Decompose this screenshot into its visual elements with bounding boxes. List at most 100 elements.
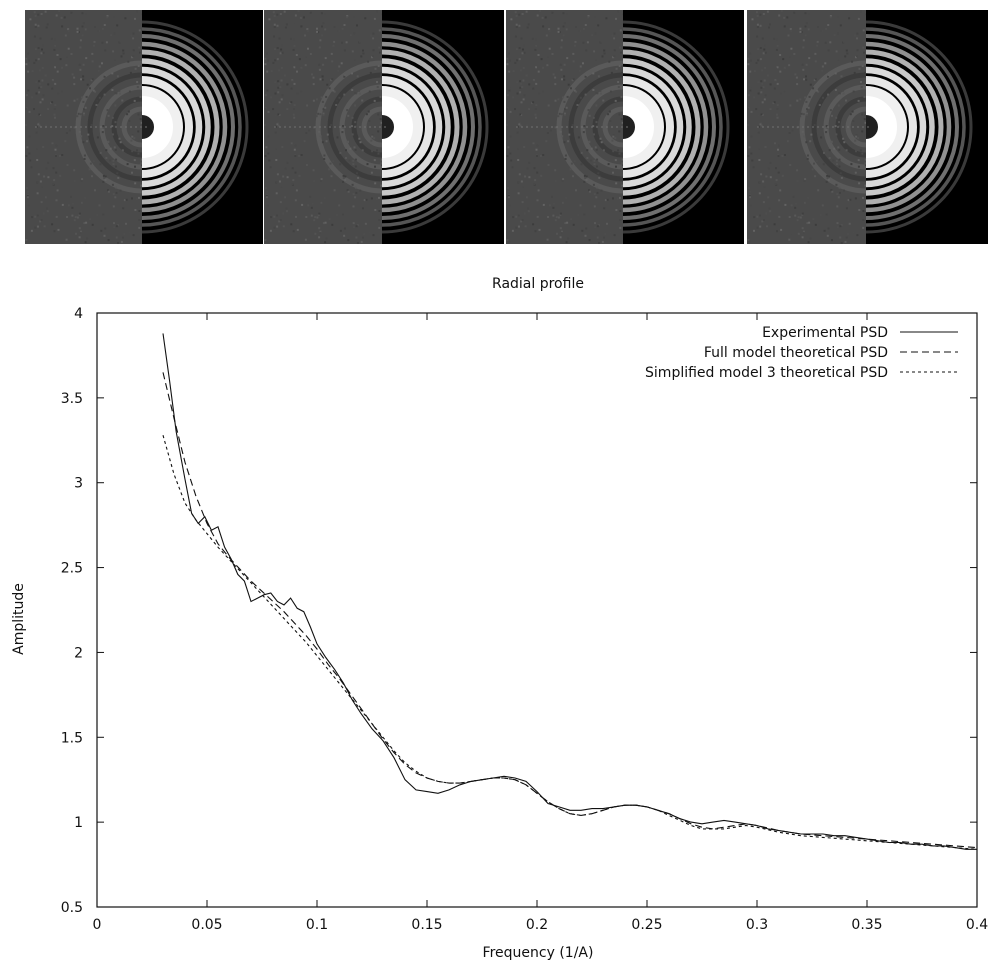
noise-speckle	[534, 113, 537, 116]
noise-speckle	[599, 137, 602, 140]
noise-speckle	[831, 114, 833, 117]
noise-speckle	[842, 137, 845, 140]
noise-speckle	[554, 219, 557, 222]
noise-speckle	[845, 149, 848, 152]
noise-speckle	[341, 131, 344, 134]
noise-speckle	[276, 173, 279, 176]
noise-speckle	[278, 82, 281, 85]
noise-speckle	[353, 146, 356, 149]
noise-speckle	[804, 34, 807, 37]
noise-speckle	[856, 49, 859, 52]
noise-speckle	[575, 189, 577, 192]
noise-speckle	[328, 87, 331, 90]
noise-speckle	[854, 171, 857, 174]
noise-speckle	[141, 208, 142, 211]
noise-speckle	[343, 24, 346, 26]
noise-speckle	[837, 104, 840, 107]
noise-speckle	[359, 40, 361, 43]
noise-speckle	[132, 49, 135, 52]
noise-speckle	[583, 213, 586, 216]
noise-speckle	[510, 159, 513, 162]
noise-speckle	[755, 61, 758, 64]
noise-speckle	[852, 120, 855, 123]
noise-speckle	[128, 120, 131, 123]
noise-speckle	[317, 214, 320, 217]
noise-speckle	[272, 61, 275, 64]
noise-speckle	[138, 219, 141, 222]
noise-speckle	[612, 197, 614, 200]
noise-speckle	[811, 168, 814, 171]
noise-speckle	[593, 133, 595, 136]
noise-speckle	[526, 26, 529, 29]
noise-speckle	[319, 231, 322, 234]
noise-speckle	[64, 34, 67, 37]
noise-speckle	[47, 161, 50, 164]
noise-speckle	[313, 180, 316, 183]
noise-speckle	[108, 159, 111, 162]
noise-speckle	[134, 165, 136, 168]
noise-speckle	[794, 73, 797, 76]
noise-speckle	[114, 196, 117, 199]
noise-speckle	[834, 72, 837, 75]
noise-speckle	[38, 69, 41, 72]
noise-speckle	[86, 83, 89, 86]
noise-speckle	[598, 176, 601, 179]
noise-speckle	[590, 84, 593, 87]
noise-speckle	[534, 38, 537, 41]
noise-speckle	[861, 152, 864, 155]
noise-speckle	[314, 216, 317, 219]
noise-speckle	[296, 70, 298, 73]
noise-speckle	[519, 86, 522, 89]
noise-speckle	[76, 30, 79, 33]
noise-speckle	[42, 146, 45, 148]
noise-speckle	[586, 149, 589, 152]
noise-speckle	[352, 159, 355, 162]
noise-speckle	[794, 206, 797, 209]
noise-speckle	[579, 30, 581, 33]
noise-speckle	[801, 130, 804, 133]
noise-speckle	[351, 133, 354, 136]
noise-speckle	[85, 221, 88, 224]
noise-speckle	[759, 225, 762, 228]
noise-speckle	[318, 227, 321, 230]
noise-speckle	[267, 59, 270, 62]
noise-speckle	[341, 213, 344, 216]
noise-speckle	[758, 181, 761, 184]
noise-speckle	[750, 152, 753, 155]
psd-ring	[382, 58, 451, 196]
noise-speckle	[366, 163, 369, 166]
noise-speckle	[776, 21, 778, 24]
noise-speckle	[134, 209, 137, 211]
noise-speckle	[124, 17, 127, 20]
noise-speckle	[83, 154, 86, 157]
noise-speckle	[596, 165, 598, 168]
noise-speckle	[536, 171, 539, 174]
noise-speckle	[336, 99, 338, 102]
noise-speckle	[372, 37, 375, 40]
noise-speckle	[816, 44, 819, 47]
noise-speckle	[111, 183, 114, 186]
noise-speckle	[776, 38, 779, 41]
noise-speckle	[93, 26, 96, 28]
noise-speckle	[264, 57, 267, 60]
noise-speckle	[312, 76, 315, 79]
noise-speckle	[861, 130, 864, 133]
psd-ring	[142, 76, 193, 178]
noise-speckle	[775, 48, 778, 51]
noise-speckle	[115, 165, 117, 168]
noise-speckle	[360, 240, 363, 243]
noise-speckle	[304, 64, 307, 67]
noise-speckle	[860, 81, 862, 83]
noise-speckle	[56, 189, 59, 192]
noise-speckle	[300, 90, 303, 93]
noise-speckle	[830, 189, 833, 192]
noise-speckle	[283, 74, 286, 77]
noise-speckle	[306, 104, 309, 107]
noise-speckle	[789, 104, 792, 107]
noise-speckle	[131, 171, 133, 174]
noise-speckle	[138, 29, 141, 32]
noise-speckle	[618, 113, 621, 116]
noise-speckle	[71, 214, 74, 217]
noise-speckle	[774, 80, 777, 83]
noise-speckle	[300, 154, 303, 156]
